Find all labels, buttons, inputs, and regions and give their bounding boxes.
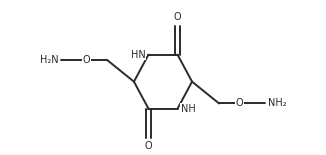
Text: O: O [145, 141, 152, 151]
Text: O: O [82, 55, 90, 65]
Text: NH: NH [181, 104, 195, 114]
Text: NH₂: NH₂ [268, 98, 287, 108]
Text: O: O [174, 13, 181, 22]
Text: O: O [236, 98, 244, 108]
Text: H₂N: H₂N [39, 55, 58, 65]
Text: HN: HN [131, 50, 145, 60]
